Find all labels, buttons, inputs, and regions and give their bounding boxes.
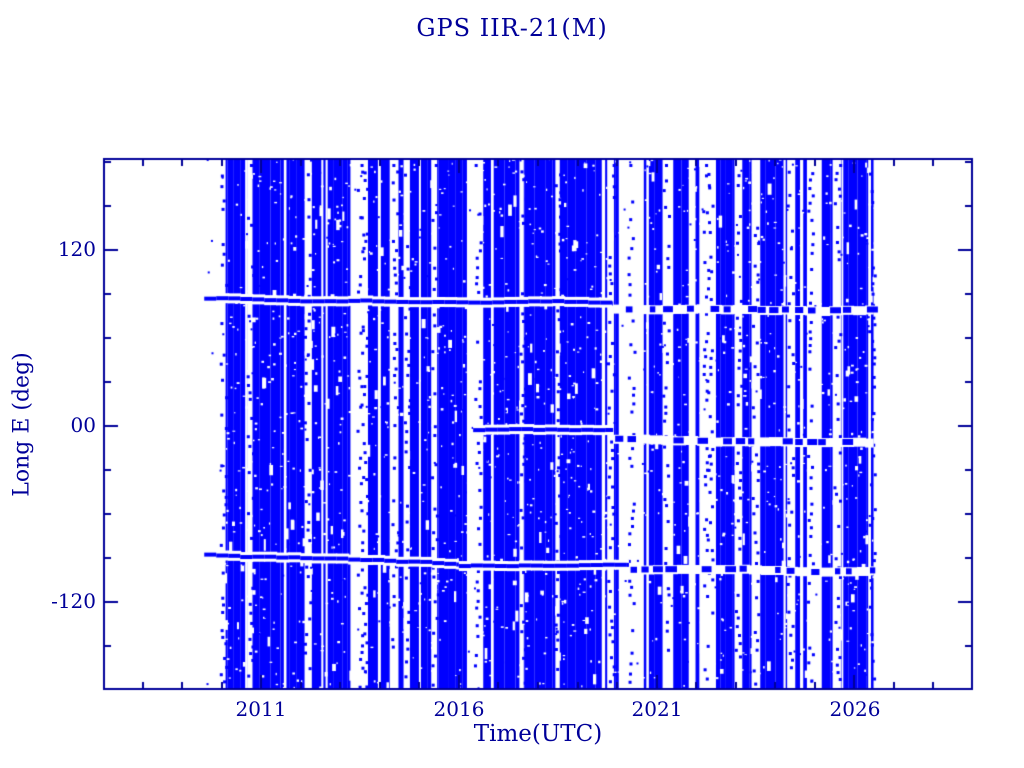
x-tick-label-3: 2026 <box>829 697 881 721</box>
x-axis-title: Time(UTC) <box>473 721 603 747</box>
y-tick-label-1: 00 <box>70 413 96 437</box>
chart-title: GPS IIR-21(M) <box>416 14 608 42</box>
y-tick-label-2: -120 <box>51 589 96 613</box>
x-tick-label-1: 2016 <box>433 697 485 721</box>
x-tick-label-2: 2021 <box>631 697 683 721</box>
x-tick-label-0: 2011 <box>235 697 287 721</box>
y-tick-label-0: 120 <box>57 237 96 261</box>
